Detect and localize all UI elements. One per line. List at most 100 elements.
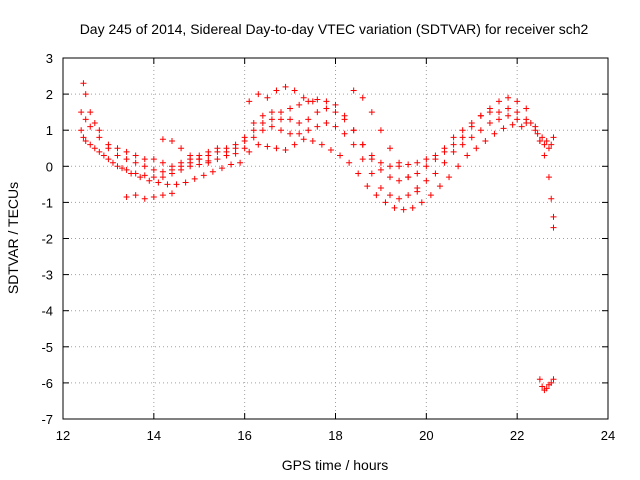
series-arc-7 bbox=[246, 83, 316, 105]
data-point bbox=[228, 161, 235, 168]
data-point bbox=[96, 134, 103, 141]
data-point bbox=[109, 159, 116, 166]
data-point bbox=[486, 119, 493, 126]
data-point bbox=[169, 138, 175, 145]
y-tick-label: -2 bbox=[41, 232, 53, 247]
data-point bbox=[314, 109, 321, 116]
data-point bbox=[514, 116, 521, 123]
series-arc-6 bbox=[159, 136, 212, 164]
x-axis-title: GPS time / hours bbox=[282, 457, 389, 473]
data-point bbox=[545, 145, 552, 152]
data-point bbox=[350, 127, 357, 134]
data-point bbox=[128, 170, 135, 177]
data-point bbox=[359, 94, 366, 101]
series-arc-3 bbox=[80, 112, 530, 202]
data-point bbox=[223, 152, 230, 159]
data-point bbox=[91, 145, 98, 152]
data-point bbox=[323, 119, 330, 126]
data-point bbox=[300, 94, 307, 101]
data-point bbox=[505, 94, 512, 101]
data-point bbox=[387, 174, 393, 181]
data-point bbox=[268, 123, 275, 130]
axis-ticks bbox=[62, 57, 609, 420]
y-tick-label: 2 bbox=[46, 87, 53, 102]
data-point bbox=[132, 192, 139, 199]
series-arc-2 bbox=[78, 105, 539, 184]
data-point bbox=[96, 127, 103, 134]
data-point bbox=[327, 147, 334, 154]
data-point bbox=[382, 199, 389, 206]
data-point bbox=[436, 183, 443, 190]
data-point bbox=[119, 165, 126, 172]
data-point bbox=[514, 98, 521, 105]
data-point bbox=[550, 224, 557, 231]
data-point bbox=[477, 112, 484, 119]
data-point bbox=[214, 156, 221, 163]
data-point bbox=[450, 134, 457, 141]
data-point bbox=[459, 127, 466, 134]
data-point bbox=[377, 127, 384, 134]
data-point bbox=[523, 105, 530, 112]
data-point bbox=[123, 156, 130, 163]
data-point bbox=[541, 141, 548, 148]
data-point bbox=[159, 136, 166, 143]
data-point bbox=[550, 213, 557, 220]
data-point bbox=[287, 116, 294, 123]
data-point bbox=[196, 161, 203, 168]
data-point bbox=[82, 138, 89, 145]
y-tick-labels: -7 -6 -5 -4 -3 -2 -1 0 1 2 3 bbox=[41, 51, 53, 427]
x-tick-label: 22 bbox=[510, 428, 524, 443]
data-point bbox=[246, 98, 253, 105]
data-point bbox=[405, 174, 412, 181]
data-point bbox=[309, 98, 316, 105]
series-arc-4 bbox=[82, 121, 525, 213]
data-point bbox=[291, 141, 298, 148]
data-point bbox=[300, 136, 307, 143]
data-point bbox=[441, 159, 448, 166]
y-tick-label: 0 bbox=[46, 159, 53, 174]
data-point bbox=[314, 123, 321, 130]
data-point bbox=[87, 109, 94, 116]
data-point bbox=[259, 112, 266, 119]
data-point bbox=[548, 141, 555, 148]
data-point bbox=[273, 87, 280, 94]
data-point bbox=[505, 105, 512, 112]
data-point bbox=[450, 141, 457, 148]
data-point bbox=[314, 96, 321, 103]
data-point bbox=[150, 193, 157, 200]
data-point bbox=[423, 177, 430, 184]
data-point bbox=[141, 156, 148, 163]
data-point bbox=[373, 192, 380, 199]
data-point bbox=[91, 119, 98, 126]
data-point bbox=[486, 109, 493, 116]
data-point bbox=[514, 109, 521, 116]
data-point bbox=[337, 152, 344, 159]
y-tick-label: 3 bbox=[46, 51, 53, 66]
data-point bbox=[296, 119, 303, 126]
data-point bbox=[441, 145, 448, 152]
data-point bbox=[159, 168, 166, 175]
data-point bbox=[150, 156, 157, 163]
data-point bbox=[155, 179, 162, 186]
x-tick-label: 14 bbox=[147, 428, 161, 443]
y-tick-label: -7 bbox=[41, 412, 53, 427]
data-point bbox=[141, 163, 148, 170]
data-point bbox=[114, 145, 121, 152]
data-point bbox=[268, 109, 275, 116]
data-point bbox=[250, 127, 257, 134]
data-point bbox=[182, 179, 189, 186]
data-point bbox=[455, 163, 462, 170]
data-point bbox=[459, 134, 466, 141]
data-point bbox=[123, 166, 130, 173]
data-point bbox=[323, 105, 330, 112]
data-point bbox=[459, 141, 466, 148]
series-outlier-cluster bbox=[536, 376, 557, 394]
data-point bbox=[291, 87, 298, 94]
data-point bbox=[548, 379, 555, 386]
y-tick-label: -1 bbox=[41, 195, 53, 210]
data-point bbox=[432, 156, 439, 163]
y-tick-label: -5 bbox=[41, 340, 53, 355]
data-point bbox=[539, 134, 546, 141]
data-point bbox=[141, 172, 148, 179]
data-point bbox=[187, 152, 194, 159]
